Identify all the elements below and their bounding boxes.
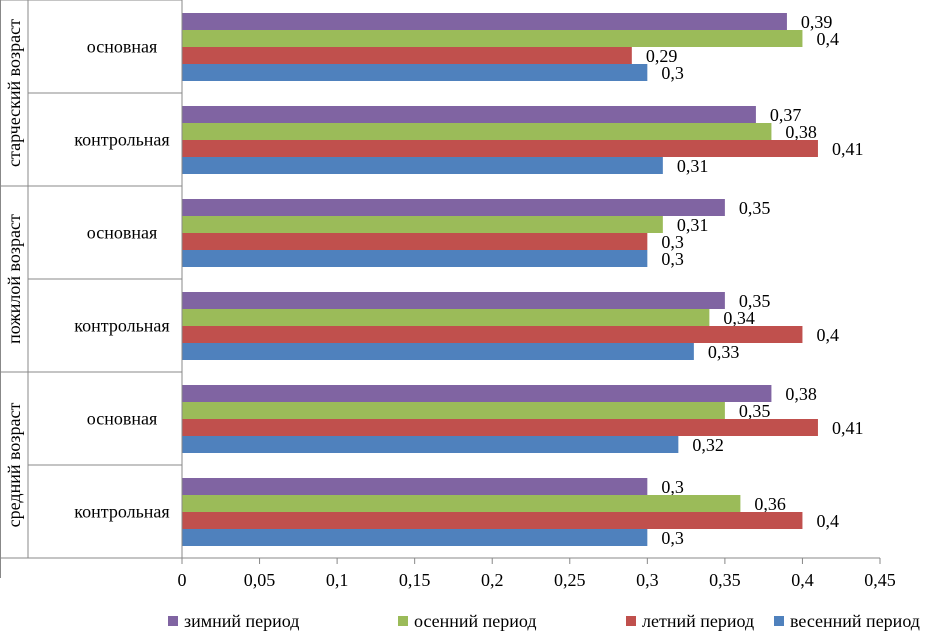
data-label: 0,31 — [677, 215, 709, 235]
bar-2-1 — [182, 140, 818, 157]
data-label: 0,4 — [816, 511, 839, 531]
bar-1-3 — [182, 309, 710, 326]
data-label: 0,3 — [661, 249, 684, 269]
data-label: 0,3 — [661, 232, 684, 252]
x-tick-label: 0,4 — [791, 570, 814, 590]
x-tick-label: 0,2 — [481, 570, 504, 590]
data-label: 0,38 — [785, 122, 817, 142]
bar-1-0 — [182, 30, 803, 47]
bar-0-5 — [182, 478, 648, 495]
category-label: контрольная — [74, 502, 169, 522]
x-tick-label: 0,05 — [244, 570, 276, 590]
data-label: 0,3 — [661, 477, 684, 497]
bar-1-5 — [182, 495, 741, 512]
legend-label: весенний период — [790, 611, 920, 631]
category-label: основная — [87, 409, 157, 429]
bar-0-2 — [182, 199, 725, 216]
bar-2-3 — [182, 326, 803, 343]
data-label: 0,39 — [801, 12, 833, 32]
legend-label: летний период — [642, 611, 754, 631]
bar-0-4 — [182, 385, 772, 402]
bar-1-1 — [182, 123, 772, 140]
data-label: 0,41 — [832, 139, 864, 159]
legend-swatch-0 — [168, 616, 178, 626]
category-label: контрольная — [74, 130, 169, 150]
bar-3-2 — [182, 250, 648, 267]
bar-3-4 — [182, 436, 679, 453]
legend-swatch-3 — [774, 616, 784, 626]
bar-1-2 — [182, 216, 663, 233]
bar-0-3 — [182, 292, 725, 309]
data-label: 0,37 — [770, 105, 802, 125]
bar-2-2 — [182, 233, 648, 250]
category-label: основная — [87, 223, 157, 243]
bar-2-0 — [182, 47, 632, 64]
x-tick-label: 0,3 — [636, 570, 659, 590]
data-label: 0,32 — [692, 435, 724, 455]
legend-swatch-2 — [626, 616, 636, 626]
data-label: 0,35 — [739, 401, 771, 421]
x-tick-label: 0,45 — [864, 570, 896, 590]
bar-1-4 — [182, 402, 725, 419]
bar-0-0 — [182, 13, 787, 30]
x-tick-label: 0,25 — [554, 570, 586, 590]
x-tick-label: 0,1 — [326, 570, 349, 590]
data-label: 0,41 — [832, 418, 864, 438]
category-label: основная — [87, 37, 157, 57]
data-label: 0,3 — [661, 528, 684, 548]
bar-3-5 — [182, 529, 648, 546]
data-label: 0,35 — [739, 198, 771, 218]
legend-label: зимний период — [184, 611, 299, 631]
x-tick-label: 0 — [178, 570, 187, 590]
x-tick-label: 0,15 — [399, 570, 431, 590]
bar-3-0 — [182, 64, 648, 81]
category-label: контрольная — [74, 316, 169, 336]
data-label: 0,36 — [754, 494, 786, 514]
data-label: 0,4 — [816, 325, 839, 345]
data-label: 0,29 — [646, 46, 678, 66]
bar-2-4 — [182, 419, 818, 436]
bar-0-1 — [182, 106, 756, 123]
legend-label: осенний период — [414, 611, 537, 631]
legend-swatch-1 — [398, 616, 408, 626]
data-label: 0,35 — [739, 291, 771, 311]
data-label: 0,31 — [677, 156, 709, 176]
group-label: старческий возраст — [4, 19, 24, 167]
data-label: 0,34 — [723, 308, 755, 328]
data-label: 0,33 — [708, 342, 740, 362]
data-label: 0,38 — [785, 384, 817, 404]
data-label: 0,3 — [661, 63, 684, 83]
group-label: пожилой возраст — [4, 214, 24, 344]
x-tick-label: 0,35 — [709, 570, 741, 590]
bar-3-3 — [182, 343, 694, 360]
bar-2-5 — [182, 512, 803, 529]
data-label: 0,4 — [816, 29, 839, 49]
bar-3-1 — [182, 157, 663, 174]
group-label: средний возраст — [4, 403, 24, 528]
